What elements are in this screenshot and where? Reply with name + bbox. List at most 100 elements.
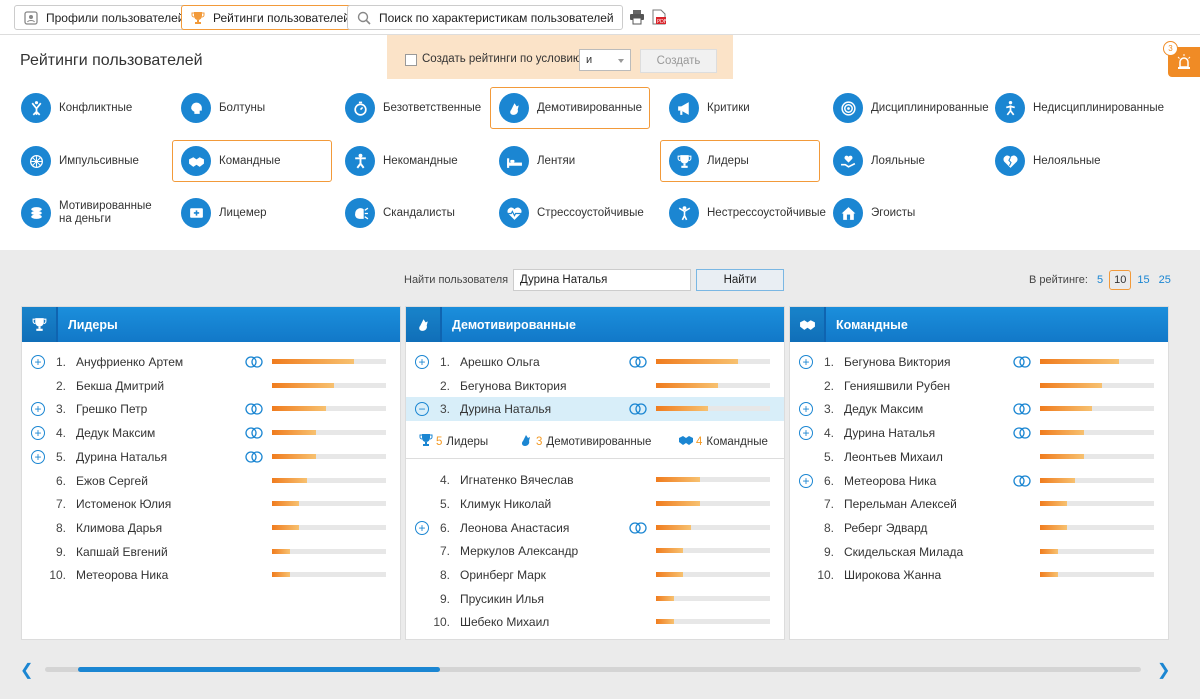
table-row[interactable]: 4. Игнатенко Вячеслав: [406, 468, 784, 492]
category-stressed[interactable]: Нестрессоустойчивые: [668, 192, 828, 234]
rating-size-10[interactable]: 10: [1109, 270, 1132, 290]
category-impulse[interactable]: Импульсивные: [20, 140, 180, 182]
overlap-icon[interactable]: [244, 403, 264, 416]
pdf-export-icon[interactable]: PDF: [651, 9, 667, 25]
user-name[interactable]: Шебеко Михаил: [460, 615, 550, 630]
rating-size-15[interactable]: 15: [1137, 274, 1150, 286]
category-person[interactable]: Некомандные: [344, 140, 504, 182]
summary-item[interactable]: 5 Лидеры: [418, 432, 488, 451]
table-row[interactable]: 10. Широкова Жанна: [790, 563, 1168, 587]
overlap-icon[interactable]: [1012, 356, 1032, 368]
category-broken-heart[interactable]: Нелояльные: [994, 140, 1154, 182]
user-name[interactable]: Широкова Жанна: [844, 568, 942, 583]
table-row[interactable]: +6. Леонова Анастасия: [406, 516, 784, 540]
user-name[interactable]: Меркулов Александр: [460, 544, 579, 559]
overlap-icon[interactable]: [1012, 403, 1032, 416]
category-heartbeat[interactable]: Стрессоустойчивые: [498, 192, 658, 234]
expand-plus-icon[interactable]: +: [31, 402, 45, 417]
print-icon[interactable]: [629, 9, 645, 25]
overlap-icon[interactable]: [244, 356, 264, 368]
find-button[interactable]: Найти: [696, 269, 784, 291]
category-house[interactable]: Эгоисты: [832, 192, 992, 234]
user-name[interactable]: Метеорова Ника: [76, 568, 169, 583]
tab-search-by-traits[interactable]: Поиск по характеристикам пользователей: [347, 5, 623, 30]
table-row[interactable]: 2. Бегунова Виктория: [406, 374, 784, 398]
category-stopwatch[interactable]: Безответственные: [344, 87, 504, 129]
category-undisciplined[interactable]: Недисциплинированные: [994, 87, 1164, 129]
user-name[interactable]: Ежов Сергей: [76, 473, 148, 488]
category-coins[interactable]: Мотивированные на деньги: [20, 192, 180, 234]
user-name[interactable]: Дурина Наталья: [76, 449, 168, 464]
overlap-icon[interactable]: [244, 451, 264, 463]
category-trophy[interactable]: Лидеры: [660, 140, 820, 182]
table-row[interactable]: +1. Ануфриенко Артем: [22, 350, 400, 374]
expand-plus-icon[interactable]: +: [31, 426, 45, 441]
category-shout[interactable]: Скандалисты: [344, 192, 504, 234]
user-name[interactable]: Реберг Эдвард: [844, 520, 928, 535]
user-name[interactable]: Дедук Максим: [844, 402, 924, 417]
category-bed[interactable]: Лентяи: [498, 140, 658, 182]
table-row[interactable]: 8. Оринберг Марк: [406, 563, 784, 587]
table-row[interactable]: 7. Истоменок Юлия: [22, 492, 400, 516]
condition-checkbox[interactable]: [405, 54, 417, 66]
user-name[interactable]: Перельман Алексей: [844, 497, 957, 512]
user-name[interactable]: Скидельская Милада: [844, 544, 964, 559]
category-talker[interactable]: Болтуны: [180, 87, 340, 129]
table-row[interactable]: 7. Перельман Алексей: [790, 492, 1168, 516]
table-row[interactable]: 2. Генияшвили Рубен: [790, 374, 1168, 398]
table-row[interactable]: 8. Реберг Эдвард: [790, 516, 1168, 540]
user-name[interactable]: Климук Николай: [460, 496, 552, 511]
table-row[interactable]: −3. Дурина Наталья: [406, 397, 784, 422]
category-heart-hand[interactable]: Лояльные: [832, 140, 992, 182]
table-row[interactable]: 8. Климова Дарья: [22, 516, 400, 540]
expand-plus-icon[interactable]: +: [799, 355, 813, 369]
user-name[interactable]: Грешко Петр: [76, 402, 148, 417]
operator-select[interactable]: и: [579, 49, 631, 71]
table-row[interactable]: +4. Дурина Наталья: [790, 421, 1168, 445]
user-name[interactable]: Леонтьев Михаил: [844, 449, 943, 464]
table-row[interactable]: +5. Дурина Наталья: [22, 445, 400, 469]
create-button[interactable]: Создать: [640, 49, 717, 73]
user-name[interactable]: Дурина Наталья: [844, 426, 936, 441]
expand-plus-icon[interactable]: +: [31, 355, 45, 369]
scroll-thumb[interactable]: [78, 667, 440, 672]
table-row[interactable]: +3. Грешко Петр: [22, 397, 400, 421]
scroll-right-icon[interactable]: ❯: [1157, 662, 1171, 679]
user-name[interactable]: Истоменок Юлия: [76, 497, 172, 512]
overlap-icon[interactable]: [628, 356, 648, 368]
category-demotivated[interactable]: Демотивированные: [490, 87, 650, 129]
table-row[interactable]: 5. Климук Николай: [406, 492, 784, 516]
rating-size-25[interactable]: 25: [1158, 274, 1171, 286]
user-name[interactable]: Генияшвили Рубен: [844, 378, 951, 393]
table-row[interactable]: +1. Бегунова Виктория: [790, 350, 1168, 374]
user-name[interactable]: Капшай Евгений: [76, 544, 168, 559]
overlap-icon[interactable]: [1012, 427, 1032, 439]
table-row[interactable]: +4. Дедук Максим: [22, 421, 400, 445]
collapse-minus-icon[interactable]: −: [415, 402, 429, 417]
horizontal-scrollbar[interactable]: ❮ ❯: [0, 656, 1200, 682]
search-input[interactable]: [513, 269, 691, 291]
summary-item[interactable]: 4 Командные: [678, 432, 768, 451]
user-name[interactable]: Прусикин Илья: [460, 591, 545, 606]
table-row[interactable]: 10. Шебеко Михаил: [406, 610, 784, 634]
table-row[interactable]: 9. Скидельская Милада: [790, 540, 1168, 564]
summary-item[interactable]: 3 Демотивированные: [518, 432, 651, 451]
table-row[interactable]: 2. Бекша Дмитрий: [22, 374, 400, 398]
table-row[interactable]: +3. Дедук Максим: [790, 397, 1168, 421]
category-megaphone[interactable]: Критики: [668, 87, 828, 129]
category-handshake[interactable]: Командные: [172, 140, 332, 182]
category-mask[interactable]: Лицемер: [180, 192, 340, 234]
expand-plus-icon[interactable]: +: [799, 402, 813, 417]
expand-plus-icon[interactable]: +: [799, 473, 813, 488]
expand-plus-icon[interactable]: +: [415, 355, 429, 369]
user-name[interactable]: Дедук Максим: [76, 426, 156, 441]
user-name[interactable]: Метеорова Ника: [844, 473, 937, 488]
table-row[interactable]: 9. Прусикин Илья: [406, 587, 784, 611]
notifications-button[interactable]: 3: [1163, 41, 1200, 77]
category-target[interactable]: Дисциплинированные: [832, 87, 992, 129]
table-row[interactable]: 9. Капшай Евгений: [22, 540, 400, 564]
user-name[interactable]: Климова Дарья: [76, 520, 163, 535]
expand-plus-icon[interactable]: +: [799, 426, 813, 441]
tab-user-ratings[interactable]: Рейтинги пользователей: [181, 5, 359, 30]
user-name[interactable]: Бегунова Виктория: [460, 378, 567, 393]
